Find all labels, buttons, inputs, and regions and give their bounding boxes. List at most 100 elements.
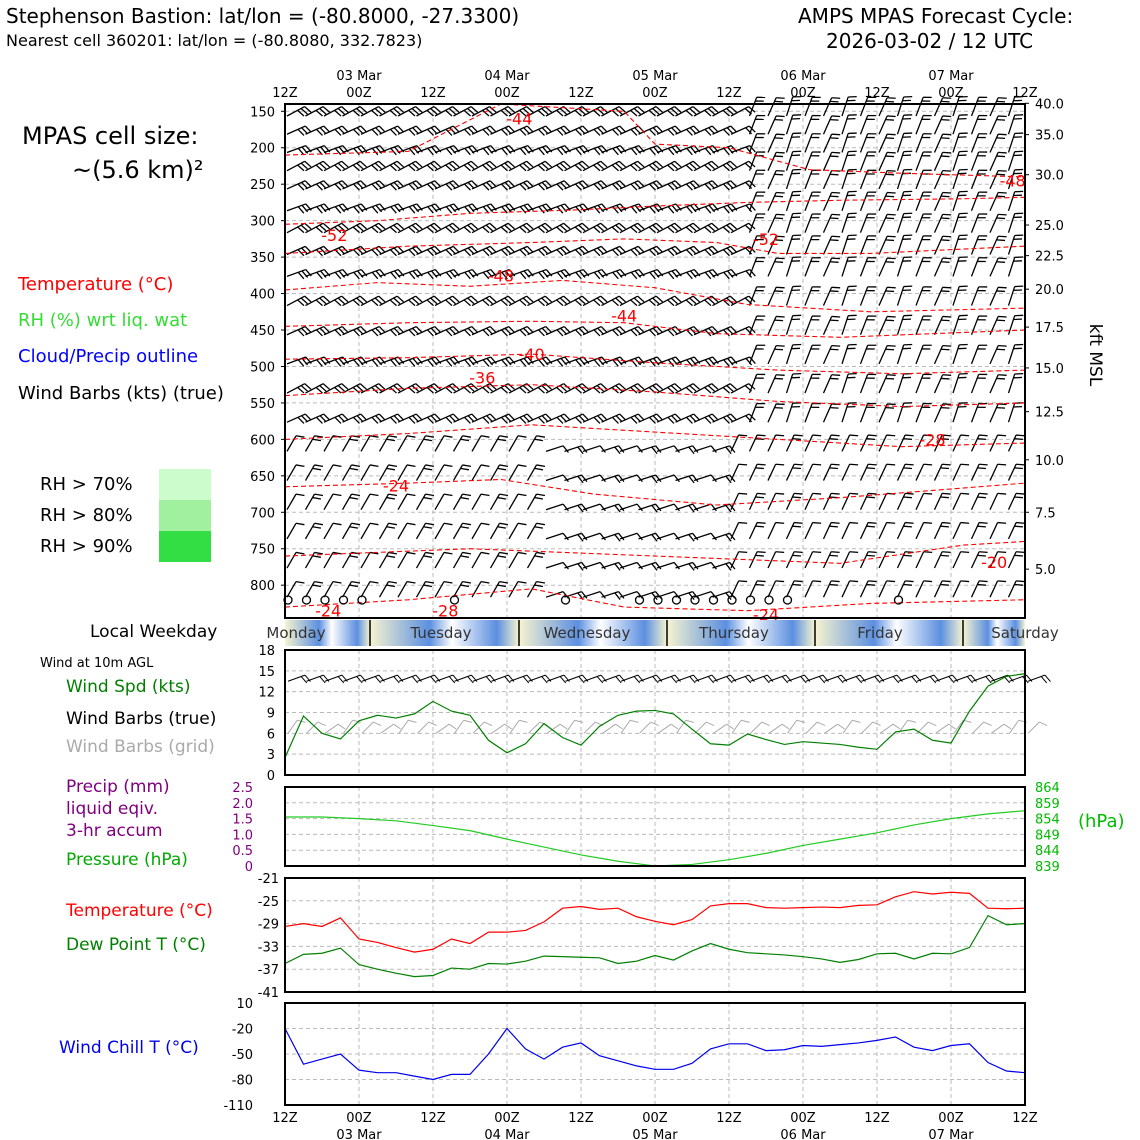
barb-feather [445, 416, 453, 424]
barb-feather [1016, 580, 1025, 583]
barb-staff [804, 344, 813, 365]
barb-staff [453, 180, 473, 190]
barb-staff [952, 522, 962, 540]
barb-feather [996, 195, 1006, 198]
wind-barb [1007, 95, 1024, 117]
barb-staff [824, 723, 838, 734]
barb-feather [711, 295, 719, 303]
barb-feather [775, 434, 785, 437]
wind-barb [748, 463, 766, 481]
wind-barb [397, 325, 423, 337]
barb-feather [792, 554, 801, 557]
barb-feather [829, 583, 838, 586]
barb-feather [866, 217, 875, 219]
wind-barb [1007, 580, 1025, 598]
height-tick-label: 10.0 [1035, 454, 1064, 469]
barb-feather [655, 222, 663, 230]
barb-feather [371, 249, 379, 257]
barb-staff [1007, 373, 1016, 394]
barb-staff [602, 674, 620, 682]
barb-staff [841, 115, 849, 135]
barb-feather [500, 299, 508, 307]
barb-feather [979, 551, 988, 554]
barb-staff [989, 170, 999, 190]
barb-feather [812, 344, 821, 346]
barb-feather [578, 181, 586, 189]
wind-barb [675, 295, 700, 307]
weekday-band [370, 620, 519, 646]
wind-barb [859, 191, 877, 212]
wind-barb [693, 106, 719, 117]
barb-feather [996, 217, 1006, 220]
barb-staff [416, 413, 436, 423]
wind-barb [933, 286, 952, 306]
wind-barb [933, 213, 952, 233]
barb-feather [369, 435, 379, 438]
wind-barb [675, 561, 699, 571]
barb-feather [319, 181, 327, 189]
wind-barb [416, 413, 442, 424]
wind-barb [434, 222, 460, 234]
barb-feather [500, 249, 508, 257]
barb-staff [990, 674, 1009, 682]
barb-feather [334, 226, 342, 234]
barb-feather [792, 314, 802, 317]
temperature-tick-label: -41 [258, 986, 279, 1001]
barb-staff [713, 723, 727, 734]
barb-feather [791, 238, 801, 240]
barb-staff [343, 719, 354, 734]
wind-barb [748, 492, 766, 510]
barb-feather [636, 532, 643, 541]
barb-feather [389, 183, 397, 191]
barb-feather [656, 125, 664, 133]
barb-feather [445, 183, 453, 191]
barb-feather [637, 222, 645, 230]
barb-feather [618, 532, 625, 541]
barb-feather [578, 415, 586, 423]
barb-feather [378, 180, 386, 188]
barb-staff [638, 474, 656, 482]
barb-staff [508, 435, 519, 452]
barb-feather [940, 239, 950, 242]
barb-feather [707, 162, 715, 170]
barb-feather [297, 299, 305, 307]
wind-barb [305, 106, 330, 117]
legend-rh80: RH > 80% [40, 505, 133, 526]
barb-feather [774, 377, 784, 380]
barb-staff [1007, 551, 1017, 569]
barb-feather [352, 109, 360, 117]
barb-feather [776, 315, 785, 318]
barb-feather [526, 106, 534, 113]
barb-feather [671, 181, 679, 189]
wind-barb [878, 191, 896, 212]
barb-feather [425, 580, 435, 584]
barb-feather [885, 348, 895, 351]
barb-feather [902, 154, 912, 157]
barb-feather [504, 676, 511, 684]
temperature-contour-label: -52 [321, 226, 347, 245]
barb-staff [434, 435, 445, 452]
wind-barb [730, 551, 748, 569]
barb-feather [470, 222, 478, 230]
barb-feather [462, 435, 472, 438]
barb-staff [878, 170, 888, 190]
wind-barb [748, 96, 766, 117]
barb-feather [848, 132, 857, 135]
barb-feather [315, 329, 323, 337]
barb-staff [343, 674, 361, 682]
barb-feather [774, 173, 784, 176]
barb-feather [304, 413, 312, 421]
wind-barb [434, 325, 460, 337]
barb-feather [902, 347, 912, 350]
barb-feather [674, 180, 682, 188]
barb-feather [960, 492, 970, 495]
wind-barb [896, 521, 914, 540]
barb-feather [866, 100, 875, 102]
barb-feather [577, 534, 584, 542]
wind-barb [841, 256, 857, 277]
wind-barb [785, 343, 802, 365]
barb-staff [730, 383, 749, 394]
barb-feather [948, 723, 956, 730]
barb-staff [896, 191, 905, 211]
wind-barb [804, 434, 822, 452]
